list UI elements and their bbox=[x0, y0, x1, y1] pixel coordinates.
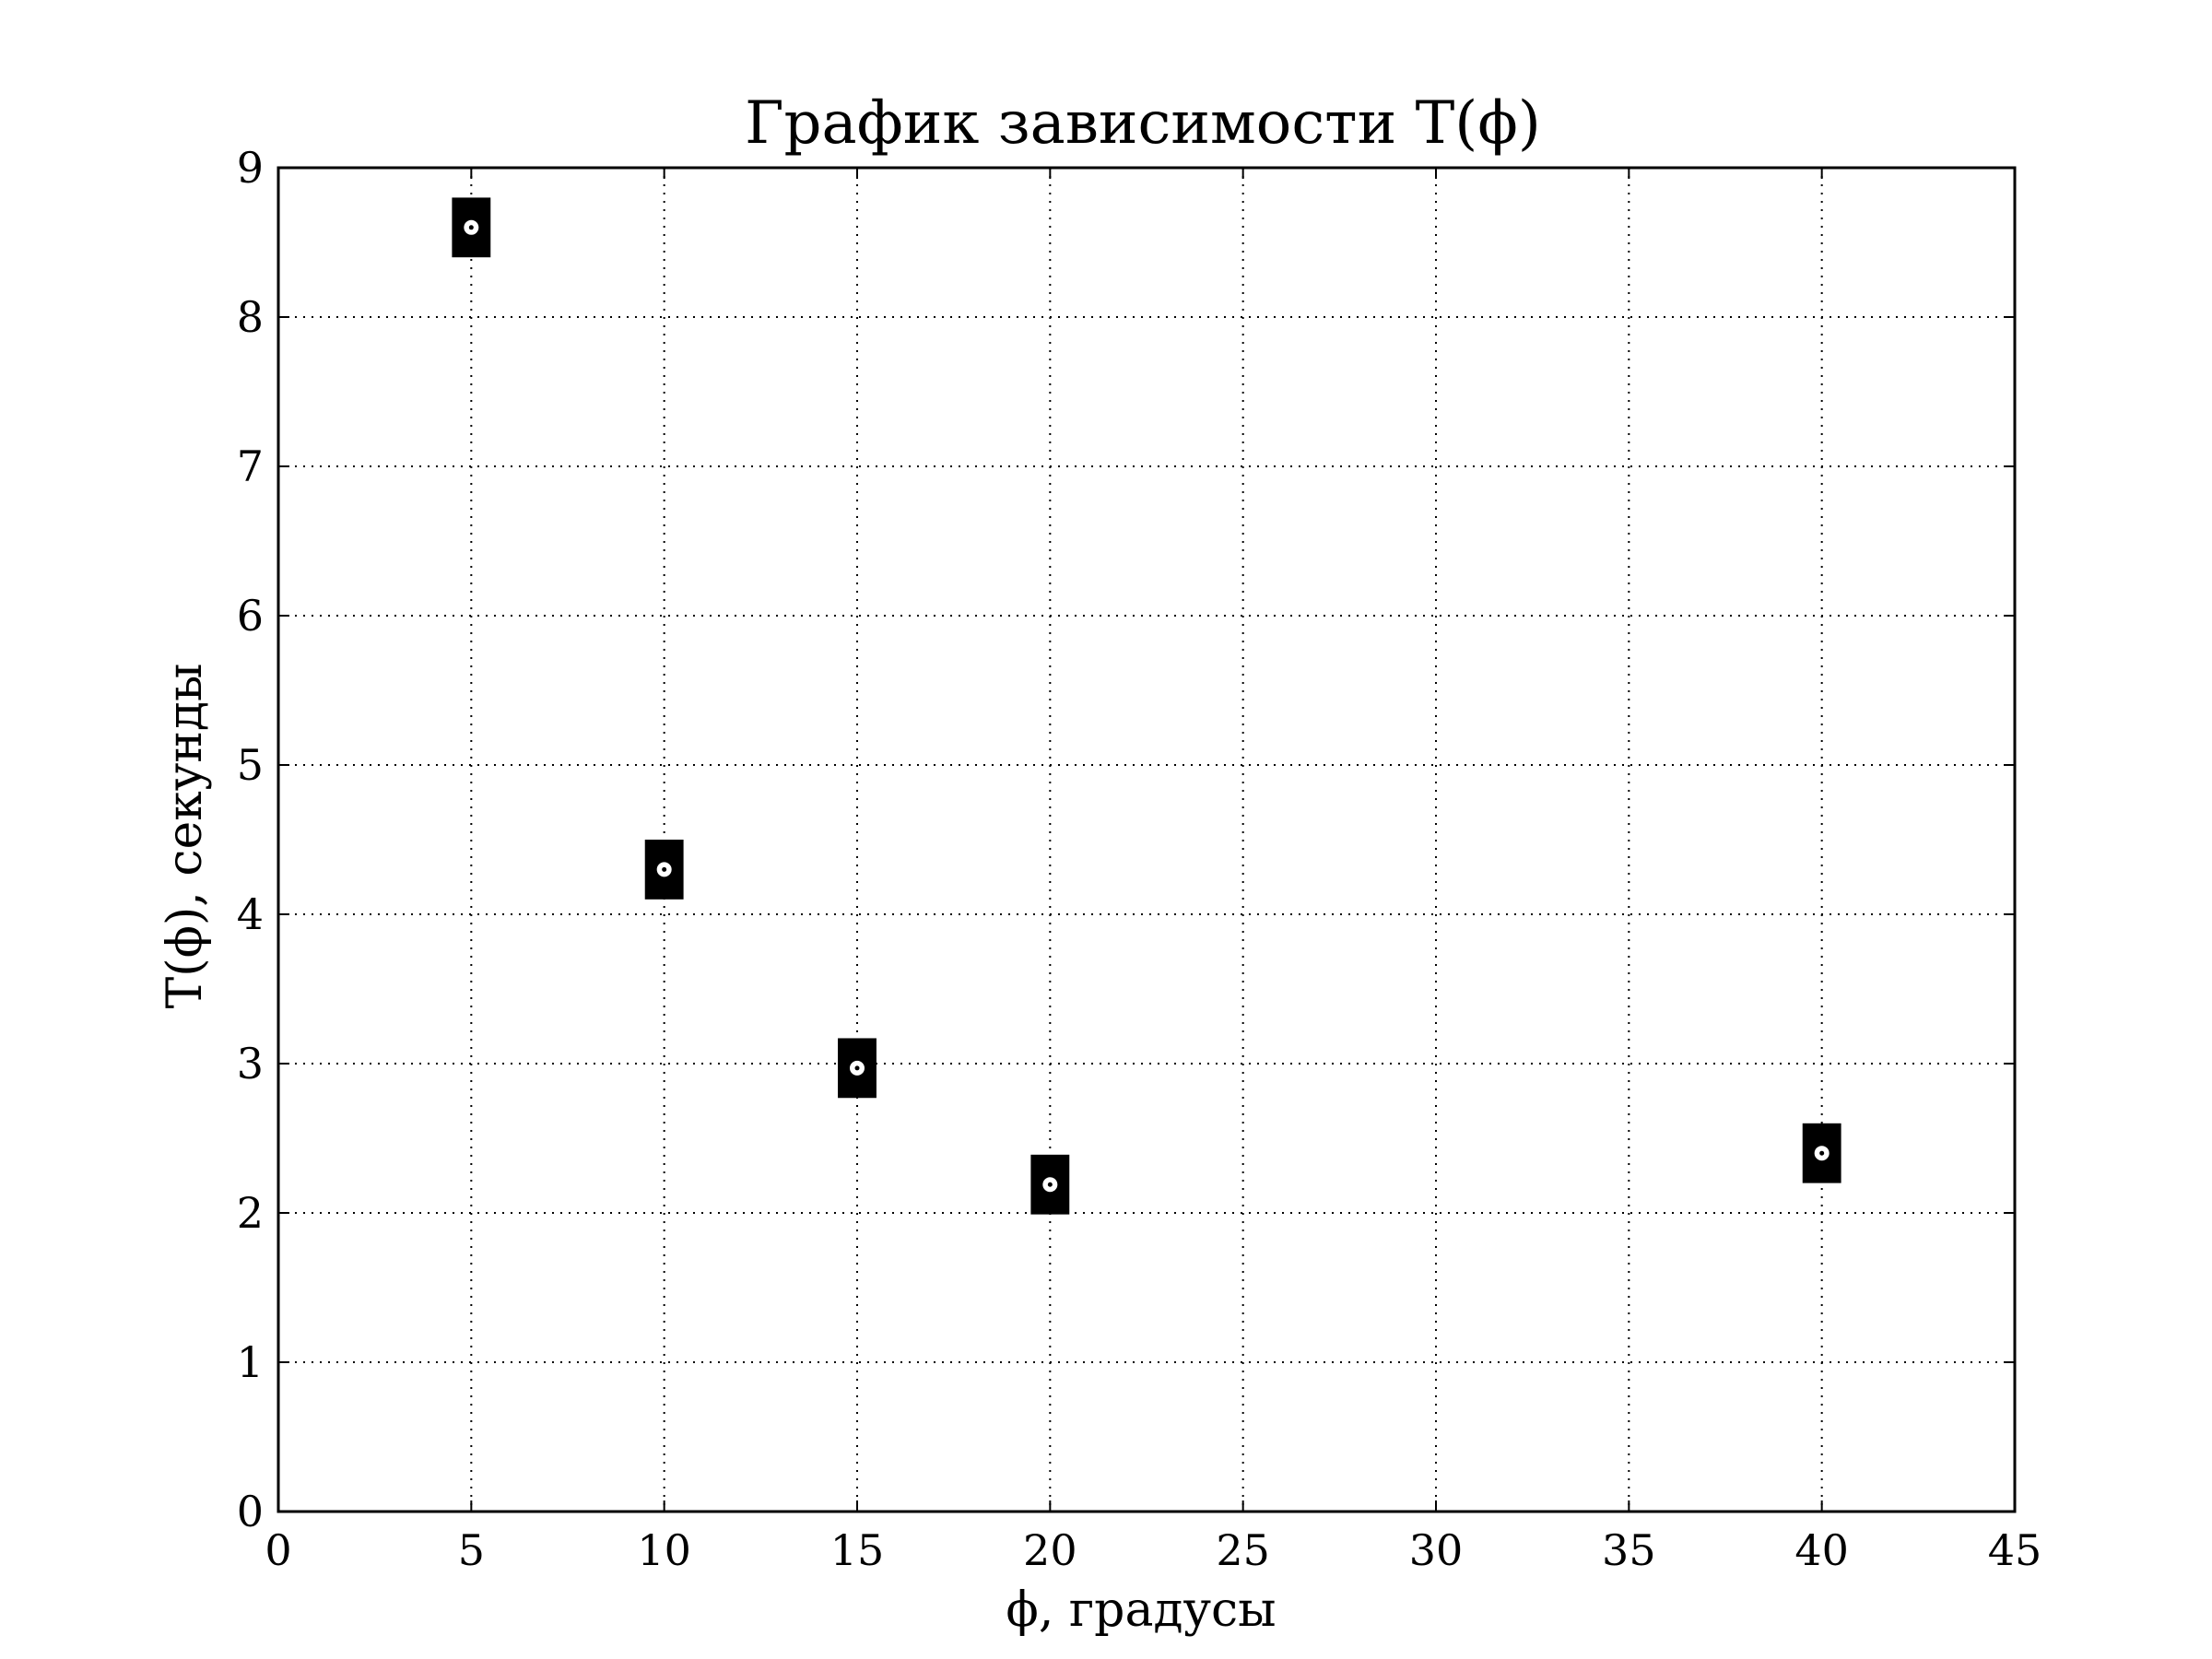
y-tick-label: 9 bbox=[237, 143, 264, 193]
x-axis-label: ϕ, градусы bbox=[1006, 1583, 1276, 1638]
x-tick-label: 0 bbox=[265, 1525, 291, 1575]
point-marker-center bbox=[662, 866, 667, 872]
y-tick-label: 3 bbox=[237, 1039, 264, 1088]
data-point bbox=[1802, 1123, 1841, 1183]
point-marker-center bbox=[1819, 1150, 1825, 1156]
point-marker-center bbox=[854, 1065, 860, 1071]
x-tick-label: 40 bbox=[1794, 1525, 1849, 1575]
y-tick-label: 0 bbox=[237, 1487, 264, 1536]
y-tick-label: 1 bbox=[237, 1337, 264, 1387]
data-point bbox=[644, 840, 684, 900]
data-points bbox=[452, 197, 1841, 1215]
plot-area-frame bbox=[276, 166, 2017, 1513]
x-tick-label: 35 bbox=[1602, 1525, 1656, 1575]
data-point bbox=[838, 1038, 877, 1099]
x-tick-label: 10 bbox=[637, 1525, 691, 1575]
x-tick-label: 30 bbox=[1409, 1525, 1464, 1575]
data-point bbox=[452, 197, 491, 258]
y-axis-label: T(ϕ), секунды bbox=[158, 664, 213, 1009]
x-tick-label: 20 bbox=[1023, 1525, 1077, 1575]
y-tick-label: 8 bbox=[237, 292, 264, 342]
x-tick-label: 15 bbox=[830, 1525, 885, 1575]
data-point bbox=[1030, 1154, 1070, 1215]
point-marker-center bbox=[468, 225, 474, 230]
y-tick-label: 7 bbox=[237, 441, 264, 491]
x-tick-label: 25 bbox=[1216, 1525, 1270, 1575]
x-tick-label: 5 bbox=[458, 1525, 485, 1575]
y-tick-label: 6 bbox=[237, 591, 264, 641]
y-tick-label: 4 bbox=[237, 889, 264, 939]
chart-title: График зависимости T(ϕ) bbox=[745, 89, 1541, 158]
x-tick-label: 45 bbox=[1988, 1525, 2042, 1575]
y-tick-label: 2 bbox=[237, 1188, 264, 1238]
point-marker-center bbox=[1047, 1182, 1053, 1187]
y-tick-label: 5 bbox=[237, 740, 264, 790]
